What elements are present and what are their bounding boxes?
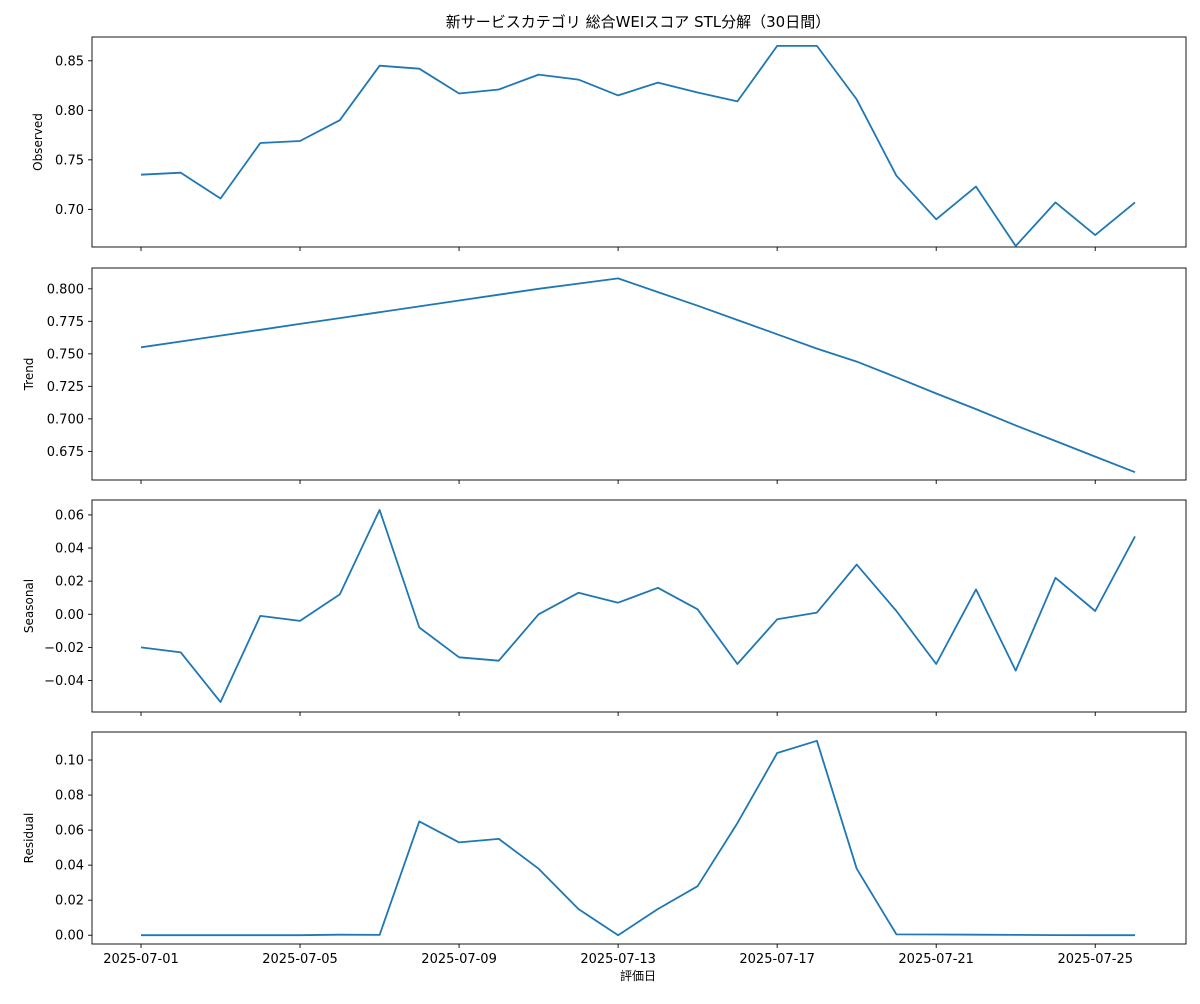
y-tick-label-residual: 0.10 [55, 754, 84, 769]
y-tick-label-seasonal: −0.02 [44, 641, 84, 656]
panel-frame-observed [91, 36, 1187, 248]
series-line-trend [140, 277, 1136, 474]
y-tick-label-trend: 0.750 [47, 347, 84, 362]
y-axis-label-seasonal: Seasonal [22, 579, 36, 633]
y-tick-label-seasonal: 0.04 [55, 542, 84, 557]
x-tick-label: 2025-07-21 [898, 952, 974, 967]
y-tick-label-trend: 0.800 [47, 282, 84, 297]
y-tick-label-observed: 0.85 [55, 54, 84, 69]
y-tick-label-residual: 0.08 [55, 789, 84, 804]
y-tick-label-seasonal: 0.06 [55, 508, 84, 523]
panel-residual: 0.00 0.02 0.04 0.06 0.08 0.10 Residual 2025-07-… [22, 731, 1187, 967]
panel-trend: 0.675 0.700 0.725 0.750 0.775 0.800 Trend [22, 267, 1187, 484]
series-line-residual [141, 739, 1135, 937]
panel-frame-residual [91, 731, 1187, 945]
x-axis-label: 評価日 [620, 968, 656, 983]
x-tick-label: 2025-07-17 [739, 952, 815, 967]
x-tick-label: 2025-07-01 [103, 952, 179, 967]
y-tick-label-residual: 0.02 [55, 894, 84, 909]
x-tick-label: 2025-07-05 [262, 952, 338, 967]
y-tick-label-seasonal: 0.02 [55, 575, 84, 590]
y-tick-label-trend: 0.675 [47, 445, 84, 460]
chart-title: 新サービスカテゴリ 総合WEIスコア STL分解（30日間） [446, 13, 830, 31]
series-line-seasonal [140, 508, 1136, 703]
y-tick-label-residual: 0.04 [55, 859, 84, 874]
x-tick-label: 2025-07-25 [1057, 952, 1133, 967]
panel-frame-seasonal [91, 499, 1187, 713]
panel-observed: 0.70 0.75 0.80 0.85 Observed [31, 36, 1187, 251]
y-tick-label-observed: 0.70 [55, 203, 84, 218]
x-tick-label: 2025-07-09 [421, 952, 497, 967]
y-tick-label-trend: 0.775 [47, 315, 84, 330]
y-tick-label-trend: 0.700 [47, 412, 84, 427]
panel-frame-trend [91, 267, 1187, 481]
y-tick-label-seasonal: 0.00 [55, 608, 84, 623]
y-axis-label-trend: Trend [22, 358, 36, 392]
y-axis-label-residual: Residual [22, 813, 36, 864]
series-line-observed [140, 45, 1136, 247]
y-tick-label-seasonal: −0.04 [44, 674, 84, 689]
y-tick-label-trend: 0.725 [47, 380, 84, 395]
y-axis-label-observed: Observed [31, 113, 45, 171]
y-tick-label-observed: 0.75 [55, 153, 84, 168]
panel-seasonal: −0.04 −0.02 0.00 0.02 0.04 0.06 Seasonal [22, 499, 1187, 716]
y-tick-label-residual: 0.06 [55, 824, 84, 839]
y-tick-label-residual: 0.00 [55, 929, 84, 944]
x-tick-label: 2025-07-13 [580, 952, 656, 967]
y-tick-label-observed: 0.80 [55, 104, 84, 119]
